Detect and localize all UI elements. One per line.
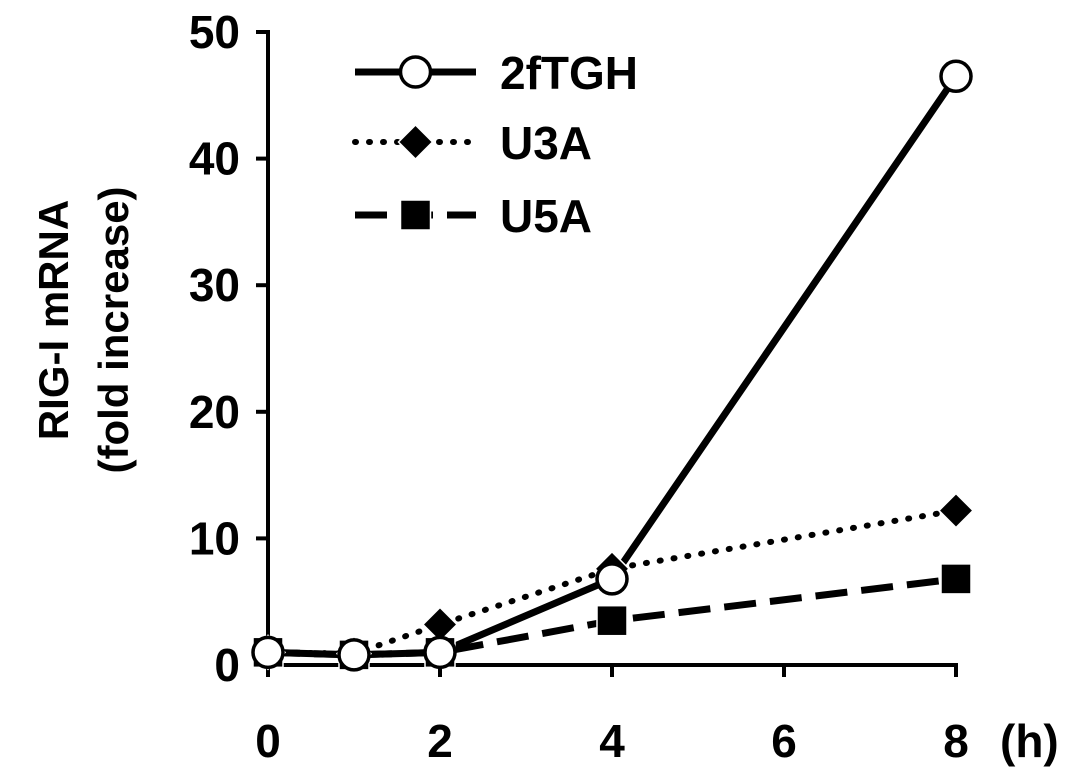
plot-area [249,59,975,672]
data-point-2ftgh [595,562,629,596]
data-point-2ftgh [251,635,285,670]
legend-label-u3a: U3A [500,117,592,169]
y-tick-label: 0 [214,639,240,691]
legend-marker-u3a [397,123,434,161]
legend-label-u5a: U5A [500,190,592,242]
x-tick-label: 6 [771,715,797,767]
data-point-u5a [596,604,628,637]
data-point-2ftgh [423,635,457,670]
data-point-2ftgh [939,59,973,94]
y-axis-title-line1: RIG-I mRNA [30,200,77,440]
x-axis-unit-label: (h) [1000,715,1059,767]
data-point-u5a [940,563,972,595]
data-point-u3a [937,492,975,529]
legend-marker-u5a [399,199,432,231]
x-tick-label: 2 [427,715,453,767]
y-axis-title-line2: (fold increase) [90,186,137,473]
y-tick-label: 40 [189,133,240,185]
x-tick-label: 4 [599,715,625,767]
x-tick-label: 0 [255,715,281,767]
y-tick-label: 10 [189,512,240,564]
y-tick-label: 30 [189,259,240,311]
y-tick-label: 50 [189,6,240,58]
x-tick-label: 8 [943,715,969,767]
legend: 2fTGH U3A U5A [352,47,638,242]
data-point-2ftgh [337,638,371,672]
y-tick-label: 20 [189,386,240,438]
axes: 0 10 20 30 40 50 0 2 4 6 8 [189,6,969,767]
legend-label-2ftgh: 2fTGH [500,47,638,99]
legend-marker-2ftgh [398,55,433,89]
